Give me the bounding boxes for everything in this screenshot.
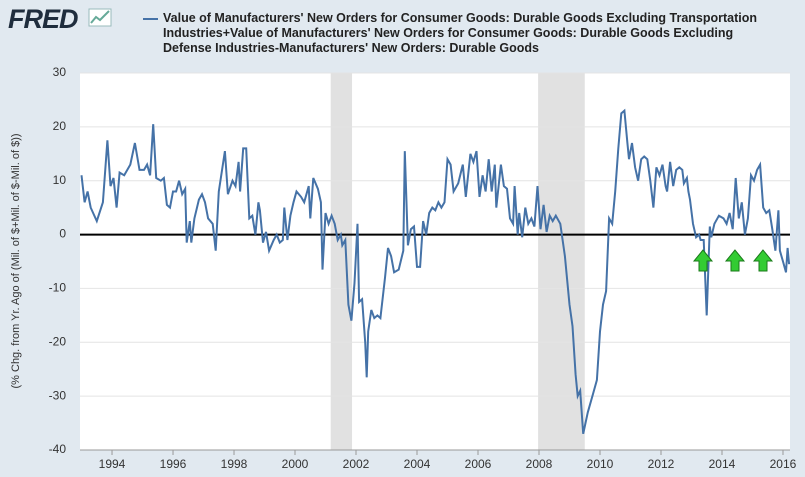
x-tick-label: 2014 xyxy=(709,457,736,471)
legend-entry: Value of Manufacturers' New Orders for C… xyxy=(163,11,758,55)
x-tick-label: 1996 xyxy=(160,457,187,471)
y-tick-label: 30 xyxy=(53,65,67,79)
y-tick-label: -40 xyxy=(49,442,67,456)
arrow xyxy=(692,249,714,272)
x-tick-label: 2016 xyxy=(770,457,797,471)
x-tick-label: 1998 xyxy=(221,457,248,471)
y-tick-label: 10 xyxy=(53,173,67,187)
x-tick-label: 2012 xyxy=(648,457,675,471)
x-tick-label: 2010 xyxy=(587,457,614,471)
x-tick-label: 1994 xyxy=(99,457,126,471)
x-tick-label: 2006 xyxy=(465,457,492,471)
arrow xyxy=(752,249,774,272)
y-tick-label: -20 xyxy=(49,334,67,348)
y-tick-label: 0 xyxy=(59,227,66,241)
logo-icon xyxy=(88,8,112,27)
logo: FRED xyxy=(8,4,78,34)
icon-line xyxy=(90,10,110,24)
recession-band xyxy=(330,73,353,450)
x-tick-label: 2000 xyxy=(282,457,309,471)
y-tick-label: -10 xyxy=(49,281,67,295)
y-tick-label: -30 xyxy=(49,388,67,402)
arrow xyxy=(724,249,746,272)
plot-area xyxy=(80,73,790,450)
series-line xyxy=(80,108,791,435)
y-tick-label: 20 xyxy=(53,119,67,133)
annotation-arrows xyxy=(692,249,774,272)
x-tick-label: 2008 xyxy=(526,457,553,471)
y-axis-label: (% Chg. from Yr. Ago of (Mil. of $+Mil. … xyxy=(10,133,22,388)
x-tick-label: 2002 xyxy=(343,457,370,471)
x-tick-label: 2004 xyxy=(404,457,431,471)
